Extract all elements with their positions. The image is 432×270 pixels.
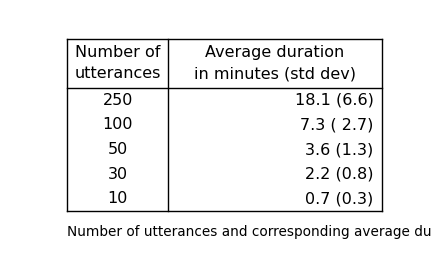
Text: 7.3 ( 2.7): 7.3 ( 2.7): [300, 117, 374, 132]
Text: utterances: utterances: [75, 66, 161, 81]
Text: 100: 100: [102, 117, 133, 132]
Text: 0.7 (0.3): 0.7 (0.3): [305, 191, 374, 206]
Text: 30: 30: [108, 167, 128, 182]
Text: 50: 50: [108, 142, 128, 157]
Text: in minutes (std dev): in minutes (std dev): [194, 66, 356, 81]
Text: 2.2 (0.8): 2.2 (0.8): [305, 167, 374, 182]
Text: Number of: Number of: [75, 45, 160, 60]
Text: 10: 10: [108, 191, 128, 206]
Text: Average duration: Average duration: [206, 45, 345, 60]
Text: 18.1 (6.6): 18.1 (6.6): [295, 93, 374, 108]
Text: 3.6 (1.3): 3.6 (1.3): [305, 142, 374, 157]
Text: Number of utterances and corresponding average duration: Number of utterances and corresponding a…: [67, 225, 432, 239]
Text: 250: 250: [102, 93, 133, 108]
